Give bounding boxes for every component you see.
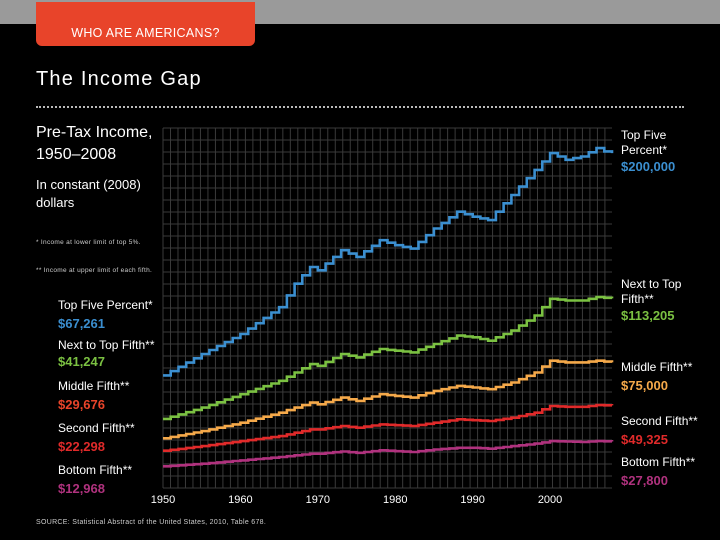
end-value-middle: $75,000 bbox=[621, 378, 668, 393]
footnote-top-five: * Income at lower limit of top 5%. bbox=[36, 239, 141, 246]
series-line-1 bbox=[163, 295, 614, 421]
chart-title: Pre-Tax Income, 1950–2008 bbox=[36, 124, 153, 163]
chart-subtitle: In constant (2008) dollars bbox=[36, 177, 141, 210]
x-tick-label: 1960 bbox=[228, 494, 252, 506]
x-tick-label: 1980 bbox=[383, 494, 407, 506]
x-tick-label: 2000 bbox=[538, 494, 562, 506]
end-value-bottom: $27,800 bbox=[621, 473, 668, 488]
section-tab-label: WHO ARE AMERICANS? bbox=[71, 26, 220, 40]
start-label-top-five: Top Five Percent* bbox=[58, 298, 153, 312]
page-title: The Income Gap bbox=[36, 68, 202, 90]
series-line-3 bbox=[163, 403, 614, 452]
start-value-second: $22,298 bbox=[58, 439, 105, 454]
series-line-4 bbox=[163, 439, 614, 468]
series-line-0 bbox=[163, 146, 614, 377]
x-axis-ticks: 1950 1960 1970 1980 1990 2000 bbox=[151, 494, 563, 506]
start-value-top-five: $67,261 bbox=[58, 316, 105, 331]
start-label-second: Second Fifth** bbox=[58, 421, 135, 435]
start-label-middle: Middle Fifth** bbox=[58, 379, 130, 393]
series-line-2 bbox=[163, 359, 614, 440]
end-label-next-top: Next to Top Fifth** bbox=[621, 277, 682, 306]
start-value-bottom: $12,968 bbox=[58, 481, 105, 496]
section-tab[interactable]: WHO ARE AMERICANS? bbox=[36, 2, 255, 46]
x-tick-label: 1950 bbox=[151, 494, 175, 506]
start-label-next-top: Next to Top Fifth** bbox=[58, 338, 155, 352]
title-divider bbox=[36, 106, 684, 108]
chart-grid bbox=[162, 127, 612, 489]
start-label-bottom: Bottom Fifth** bbox=[58, 463, 133, 477]
end-label-second: Second Fifth** bbox=[621, 414, 698, 428]
chart-series bbox=[163, 146, 614, 468]
end-value-second: $49,325 bbox=[621, 432, 668, 447]
end-label-top-five: Top Five Percent* bbox=[621, 128, 668, 157]
footnote-fifths: ** Income at upper limit of each fifth. bbox=[36, 267, 153, 274]
end-label-middle: Middle Fifth** bbox=[621, 360, 693, 374]
start-value-middle: $29,676 bbox=[58, 397, 105, 412]
end-value-top-five: $200,000 bbox=[621, 159, 676, 174]
end-label-bottom: Bottom Fifth** bbox=[621, 455, 696, 469]
end-value-next-top: $113,205 bbox=[621, 308, 675, 323]
source-note: SOURCE: Statistical Abstract of the Unit… bbox=[36, 519, 267, 526]
x-tick-label: 1970 bbox=[306, 494, 330, 506]
x-tick-label: 1990 bbox=[460, 494, 484, 506]
start-value-next-top: $41,247 bbox=[58, 354, 105, 369]
